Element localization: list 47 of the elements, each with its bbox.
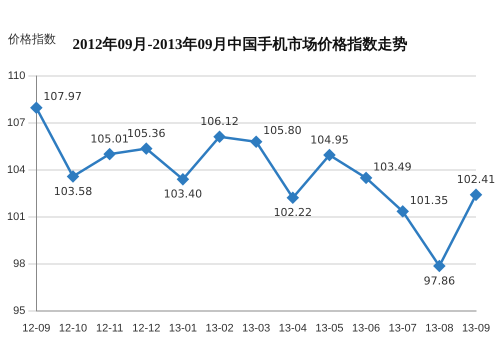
x-tick-label: 13-04 [278,322,307,334]
x-tick-label: 12-11 [96,322,124,334]
text: 105.80 [263,124,302,138]
text: 101.35 [410,194,448,207]
text: 102.22 [274,206,312,220]
x-tick-label: 13-05 [315,322,344,334]
point [250,136,262,148]
point [177,174,189,186]
x-tick-label: 13-09 [462,322,490,334]
x-tick-label: 13-02 [205,322,234,334]
x-tick-label: 12-12 [132,322,160,334]
text: 105.36 [127,126,166,140]
text: 102.41 [456,173,496,186]
point [324,149,336,161]
point [67,170,79,182]
x-tick-label: 13-07 [388,322,417,334]
point [396,206,408,218]
point [470,189,482,201]
y-tick-label: 98 [13,258,26,270]
text: 107.97 [43,90,82,104]
x-tick-label: 13-06 [352,322,380,334]
x-tick-label: 13-08 [425,322,454,334]
x-tick-label: 12-10 [58,322,88,334]
x-tick-label: 12-09 [22,322,50,334]
y-axis-title: 价格指数 [7,32,56,46]
chart-title: 2012年09月-2013年09月中国手机市场价格指数走势 [72,34,408,53]
text: 105.01 [90,132,129,146]
text: 106.12 [200,115,239,128]
point [30,102,42,114]
y-tick-label: 110 [8,70,26,82]
point [214,130,226,142]
y-tick-label: 107 [6,116,26,129]
x-tick-label: 13-01 [168,322,197,334]
point [360,172,372,184]
point [287,192,299,204]
text: 103.49 [373,160,412,174]
point [434,260,446,272]
text: 103.58 [54,184,92,198]
y-tick-label: 101 [6,210,26,223]
y-tick-label: 95 [13,304,26,317]
text: 103.40 [164,188,202,201]
point [140,142,152,154]
text: 104.95 [310,133,349,146]
x-tick-label: 13-03 [242,322,270,334]
point [104,148,116,160]
y-tick-label: 104 [6,164,26,176]
text: 97.86 [424,274,456,288]
